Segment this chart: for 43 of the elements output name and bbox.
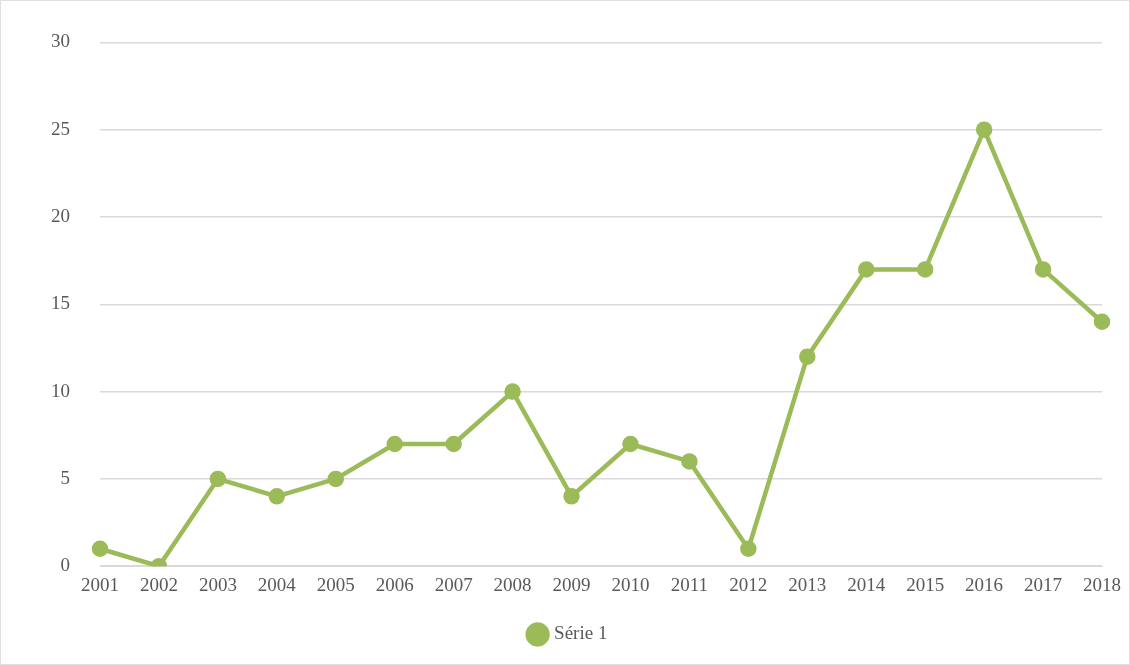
point bbox=[563, 488, 580, 505]
x-tick-label: 2004 bbox=[257, 573, 297, 595]
point bbox=[327, 470, 345, 488]
point bbox=[799, 348, 816, 365]
x-tick-label: 2007 bbox=[434, 573, 473, 595]
point bbox=[91, 540, 109, 557]
x-tick-label: 2001 bbox=[81, 573, 119, 595]
point bbox=[209, 470, 227, 488]
x-tick-label: 2017 bbox=[1024, 573, 1063, 595]
y-tick-label: 10 bbox=[51, 379, 70, 401]
x-tick-label: 2008 bbox=[493, 573, 532, 595]
y-tick-label: 25 bbox=[51, 117, 70, 139]
x-tick-label: 2015 bbox=[906, 573, 945, 595]
legend-label: Série 1 bbox=[554, 622, 608, 644]
point bbox=[857, 261, 875, 278]
y-tick-label: 5 bbox=[60, 466, 70, 488]
point bbox=[916, 261, 934, 278]
x-tick-label: 2009 bbox=[552, 573, 591, 595]
point bbox=[445, 435, 462, 453]
x-tick-label: 2018 bbox=[1083, 573, 1121, 595]
x-tick-label: 2003 bbox=[198, 573, 237, 595]
y-tick-label: 0 bbox=[60, 554, 70, 576]
y-tick-label: 30 bbox=[51, 30, 70, 52]
point bbox=[268, 488, 286, 505]
point bbox=[504, 383, 521, 400]
point bbox=[622, 435, 639, 453]
point bbox=[740, 540, 757, 557]
y-tick-label: 15 bbox=[51, 292, 70, 314]
point bbox=[975, 121, 993, 138]
x-tick-label: 2013 bbox=[788, 573, 827, 595]
x-tick-label: 2005 bbox=[316, 573, 355, 595]
y-tick-label: 20 bbox=[51, 204, 70, 226]
x-tick-label: 2016 bbox=[965, 573, 1004, 595]
x-tick-label: 2002 bbox=[139, 573, 178, 595]
x-tick-label: 2012 bbox=[729, 573, 768, 595]
x-tick-label: 2014 bbox=[847, 573, 886, 595]
x-tick-label: 2011 bbox=[670, 573, 709, 595]
x-tick-label: 2010 bbox=[611, 573, 650, 595]
point bbox=[681, 453, 698, 470]
x-tick-label: 2006 bbox=[375, 573, 414, 595]
point bbox=[386, 435, 403, 453]
point bbox=[1093, 313, 1111, 331]
point bbox=[1034, 261, 1052, 278]
